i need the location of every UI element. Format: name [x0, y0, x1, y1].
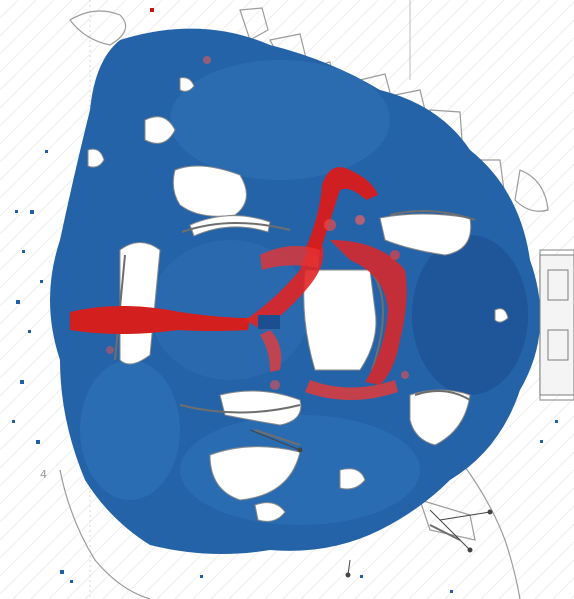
building-right: [539, 254, 574, 396]
structure-walls: [114, 210, 476, 541]
heatmap-cell: [258, 315, 280, 329]
heatmap-scatter: [12, 8, 558, 593]
corner-mark: 4: [40, 468, 47, 481]
heatmap-high-density: [70, 56, 409, 400]
sightlines: [249, 429, 493, 578]
